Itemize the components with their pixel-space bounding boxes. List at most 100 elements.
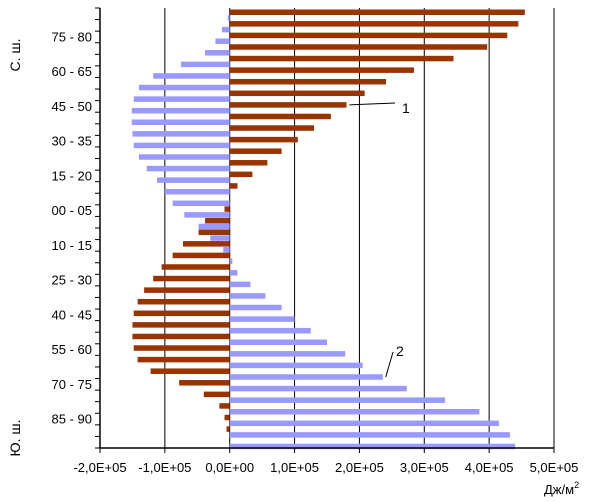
x-tick-label: 1,0E+05 (270, 460, 319, 475)
series-1-bar (229, 9, 525, 15)
series-2-bar (153, 73, 230, 79)
y-tick-label: 40 - 45 (52, 307, 92, 322)
x-tick-label: -2,0E+05 (73, 460, 126, 475)
series-1-bar (133, 345, 230, 351)
north-latitude-label: С. ш. (7, 38, 23, 71)
series-2-bar (210, 235, 230, 241)
south-latitude-label: Ю. ш. (7, 419, 23, 456)
series-2-bar (133, 142, 230, 149)
annotation-1-leader (349, 102, 396, 106)
series-2-bar (229, 281, 251, 288)
series-2-bar (221, 26, 230, 33)
series-1-bar (172, 252, 230, 259)
series-1-bar (183, 241, 230, 247)
y-tick-label: 25 - 30 (52, 273, 92, 288)
series-2-bar (157, 177, 230, 183)
series-2-bar (172, 200, 230, 207)
series-2-bar (181, 61, 230, 68)
series-1-bar (153, 275, 230, 282)
x-tick-label: 4,0E+05 (465, 460, 514, 475)
series-1-bar (229, 171, 253, 178)
series-1-bar (229, 32, 508, 39)
series-1-bar (137, 298, 230, 305)
series-1-bar (229, 44, 488, 50)
y-tick-labels: 75 - 80 60 - 65 45 - 50 30 - 35 15 - 20 00 - … (52, 29, 92, 426)
series-2-bar (138, 84, 230, 91)
series-1-bar (229, 113, 331, 120)
series-2-bar (132, 131, 230, 137)
series-2-bar (164, 188, 230, 195)
series-1-bar (229, 90, 365, 97)
y-tick-label: 55 - 60 (52, 342, 92, 357)
series-2-bar (229, 293, 266, 299)
series-2-bar (205, 50, 230, 56)
series-2-bar (229, 304, 282, 311)
series-1-bar (203, 391, 230, 398)
series-2-bar (229, 432, 510, 438)
series-1-bar (224, 414, 230, 421)
series-2-bar (229, 339, 327, 346)
series-1-bar (229, 125, 315, 131)
series-1-bar (229, 67, 414, 73)
series-2-bar (133, 96, 230, 102)
series-2-bar (229, 443, 516, 450)
series-2-bar (229, 362, 363, 369)
y-tick-label: 75 - 80 (52, 29, 92, 44)
series-1-bar (205, 217, 230, 224)
series-1-bar (132, 322, 230, 328)
series-1-bar (229, 136, 298, 143)
x-tick-label: 3,0E+05 (400, 460, 449, 475)
x-tick-label: -1,0E+05 (138, 460, 191, 475)
y-tick-label: 10 - 15 (52, 238, 92, 253)
annotation-2: 2 (396, 343, 404, 359)
series-1-bar (229, 160, 268, 166)
series-2-bar (229, 374, 383, 380)
y-tick-label: 30 - 35 (52, 134, 92, 149)
series-1-bar (137, 356, 230, 363)
series-2-bar (229, 327, 311, 334)
unit-label-text: Дж/м (544, 482, 574, 497)
y-tick-label: 15 - 20 (52, 168, 92, 183)
y-tick-label: 45 - 50 (52, 99, 92, 114)
series-1-bar (161, 264, 230, 270)
annotations: 12 (349, 100, 410, 378)
x-tick-label: 5,0E+05 (530, 460, 579, 475)
series-2-bar (223, 246, 230, 253)
series-1-bar (133, 310, 230, 317)
series-1-bar (144, 287, 230, 293)
series-1-bar (229, 55, 454, 62)
series-2-bar (131, 107, 230, 114)
y-tick-label: 70 - 75 (52, 377, 92, 392)
x-tick-labels: -2,0E+05 -1,0E+05 0,0E+00 1,0E+05 2,0E+05 3,0… (73, 460, 578, 475)
series-2-bar (229, 397, 446, 403)
annotation-2-leader (385, 351, 394, 378)
axes (95, 7, 555, 453)
annotation-1: 1 (402, 100, 410, 116)
series-1-bar (179, 380, 230, 386)
series-1-bar (229, 102, 347, 108)
series-1-bar (198, 229, 230, 235)
series-2-bar (229, 258, 233, 264)
y-tick-label: 00 - 05 (52, 203, 92, 218)
series-2-bar (229, 408, 480, 415)
series-2-bar (229, 420, 499, 427)
series-1-bar (229, 21, 519, 27)
y-tick-label: 85 - 90 (52, 412, 92, 427)
unit-label: Дж/м2 (544, 480, 579, 497)
series-2-bar (138, 154, 230, 160)
series-1-bar (224, 206, 230, 212)
series-2-bar (229, 270, 238, 276)
series-2-bar (131, 119, 230, 126)
series-2-bar (229, 385, 407, 392)
series-1-bar (150, 368, 230, 374)
series-1-bar (229, 148, 282, 154)
series-1-bar (226, 426, 230, 432)
series-2-bar (227, 15, 230, 21)
series-2-bar (146, 165, 230, 172)
series-2-bar (198, 223, 230, 230)
x-tick-label: 0,0E+00 (205, 460, 254, 475)
series-2-bar (215, 38, 230, 44)
x-tick-label: 2,0E+05 (335, 460, 384, 475)
series-2-bar (229, 351, 346, 357)
